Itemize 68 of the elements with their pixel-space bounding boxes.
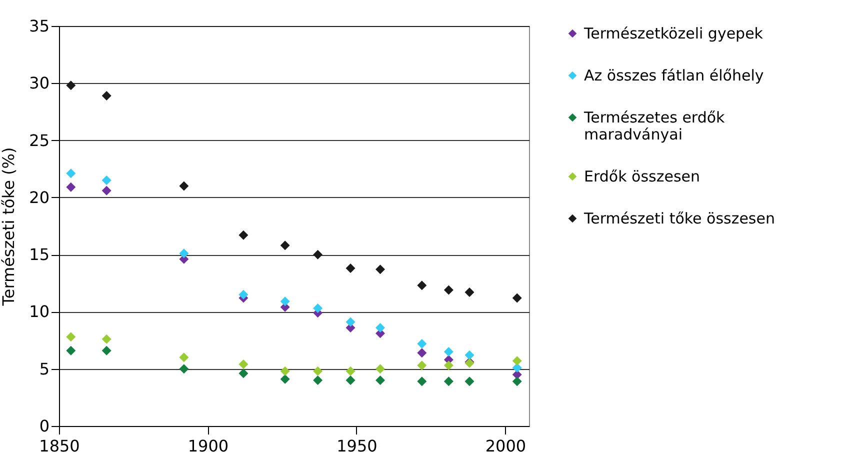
point xyxy=(346,317,356,327)
point xyxy=(66,80,76,90)
point xyxy=(444,360,454,370)
point xyxy=(66,332,76,342)
point xyxy=(102,186,112,196)
point xyxy=(313,304,323,314)
point xyxy=(179,248,189,258)
point xyxy=(417,338,427,348)
legend-label: Erdők összesen xyxy=(584,168,700,186)
x-tick-label: 1850 xyxy=(39,436,80,456)
point xyxy=(238,290,248,300)
point xyxy=(280,374,290,384)
point xyxy=(280,296,290,306)
point xyxy=(417,348,427,358)
point xyxy=(417,280,427,290)
point xyxy=(464,288,474,298)
point xyxy=(417,376,427,386)
point xyxy=(346,366,356,376)
y-tick-label: 15 xyxy=(29,245,50,264)
y-tick-label: 0 xyxy=(39,416,50,436)
point xyxy=(444,346,454,356)
point xyxy=(66,168,76,178)
point xyxy=(313,366,323,376)
x-tick-label: 2000 xyxy=(485,436,526,456)
point xyxy=(464,376,474,386)
legend-label: Természetközeli gyepek xyxy=(583,24,764,42)
y-tick-label: 25 xyxy=(29,130,50,150)
y-tick-label: 35 xyxy=(29,16,50,36)
y-tick-label: 30 xyxy=(29,74,50,93)
legend-label: Természetes erdők maradványai xyxy=(583,108,726,144)
x-tick-label: 1950 xyxy=(336,436,378,456)
legend-label: Természeti tőke összesen xyxy=(583,210,775,228)
point xyxy=(376,364,386,374)
point xyxy=(238,360,248,370)
point xyxy=(179,352,189,362)
y-tick-label: 10 xyxy=(29,302,50,322)
point xyxy=(346,264,356,274)
point xyxy=(512,376,522,386)
point xyxy=(376,322,386,332)
y-axis-title: Természeti tőke (%) xyxy=(0,147,18,307)
y-tick-label: 20 xyxy=(29,188,50,207)
point xyxy=(238,368,248,378)
point xyxy=(376,376,386,386)
point xyxy=(512,362,522,372)
point xyxy=(102,334,112,344)
point xyxy=(464,350,474,360)
point xyxy=(102,176,112,186)
point xyxy=(512,293,522,303)
point xyxy=(512,356,522,366)
point xyxy=(102,346,112,356)
point xyxy=(313,376,323,386)
point xyxy=(444,285,454,295)
y-tick-label: 5 xyxy=(39,359,50,378)
legend-label: Az összes fátlan élőhely xyxy=(584,66,764,84)
point xyxy=(346,376,356,386)
point xyxy=(313,250,323,260)
point xyxy=(66,182,76,192)
point xyxy=(179,364,189,374)
point xyxy=(444,376,454,386)
point xyxy=(102,90,112,100)
point xyxy=(238,230,248,240)
point xyxy=(179,181,189,191)
point xyxy=(376,264,386,274)
point xyxy=(280,240,290,250)
point xyxy=(280,366,290,376)
point xyxy=(66,346,76,356)
point xyxy=(417,360,427,370)
x-tick-label: 1900 xyxy=(188,436,229,456)
